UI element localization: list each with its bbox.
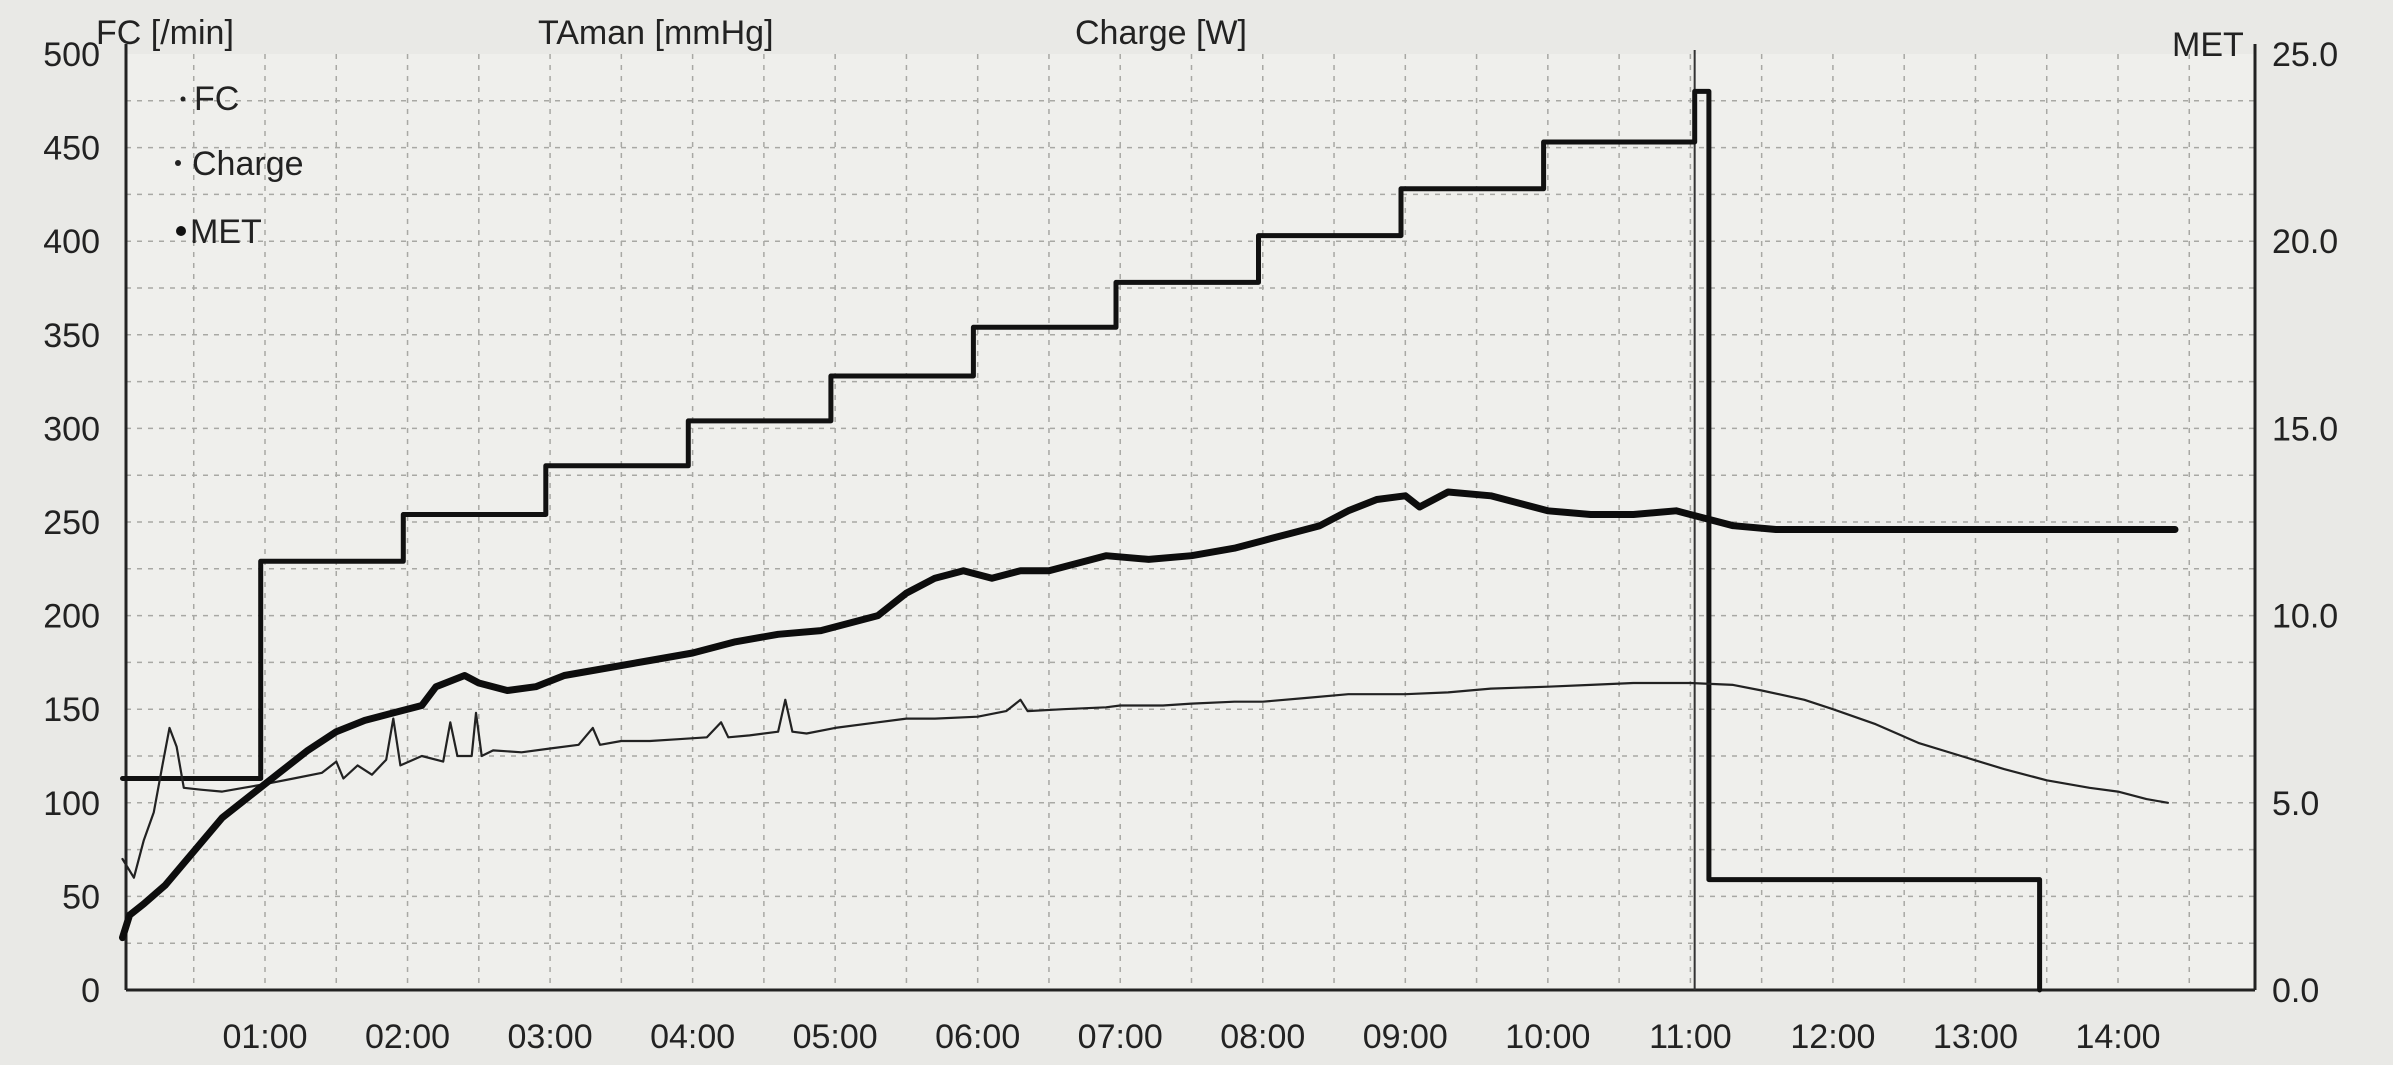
x-tick-label: 10:00: [1505, 1018, 1590, 1056]
left-tick-label: 450: [43, 130, 100, 168]
axes: [124, 44, 2257, 992]
left-axis-ticks: 0 50 100 150 200 250 300 350 400 450 500: [43, 36, 100, 1010]
x-tick-label: 14:00: [2075, 1018, 2160, 1056]
x-tick-label: 13:00: [1933, 1018, 2018, 1056]
series-met-line: [119, 488, 2179, 942]
left-tick-label: 300: [43, 410, 100, 448]
charge-header: Charge [W]: [1075, 14, 1247, 52]
x-axis-ticks: 01:00 02:00 03:00 04:00 05:00 06:00 07:00 08:00…: [222, 1018, 2160, 1056]
x-tick-label: 02:00: [365, 1018, 450, 1056]
x-tick-label: 07:00: [1078, 1018, 1163, 1056]
left-tick-label: 50: [62, 878, 100, 916]
left-tick-label: 350: [43, 317, 100, 355]
left-tick-label: 400: [43, 223, 100, 261]
series-lines: [119, 88, 2179, 993]
left-tick-label: 200: [43, 598, 100, 636]
legend-marker-met: [176, 226, 186, 236]
x-tick-label: 05:00: [793, 1018, 878, 1056]
x-tick-label: 08:00: [1220, 1018, 1305, 1056]
legend-label-charge: Charge: [192, 145, 304, 183]
left-tick-label: 500: [43, 36, 100, 74]
right-tick-label: 5.0: [2272, 785, 2319, 823]
x-tick-label: 11:00: [1649, 1018, 1732, 1056]
legend-marker-charge: [175, 160, 181, 166]
series-fc-line: [121, 681, 2169, 879]
right-tick-label: 10.0: [2272, 598, 2338, 636]
x-tick-label: 06:00: [935, 1018, 1020, 1056]
right-axis-ticks: 0.0 5.0 10.0 15.0 20.0 25.0: [2272, 36, 2338, 1010]
legend-marker-fc: [180, 96, 186, 102]
left-tick-label: 250: [43, 504, 100, 542]
x-tick-label: 04:00: [650, 1018, 735, 1056]
right-tick-label: 20.0: [2272, 223, 2338, 261]
legend: FC Charge MET: [175, 80, 304, 251]
legend-label-fc: FC: [194, 80, 239, 118]
grid: [126, 54, 2255, 990]
left-tick-label: 100: [43, 785, 100, 823]
left-tick-label: 0: [81, 972, 100, 1010]
right-tick-label: 15.0: [2272, 410, 2338, 448]
pressure-header: TAman [mmHg]: [538, 14, 774, 52]
x-tick-label: 09:00: [1363, 1018, 1448, 1056]
right-axis-title: MET: [2172, 26, 2244, 64]
right-tick-label: 0.0: [2272, 972, 2319, 1010]
legend-label-met: MET: [190, 213, 262, 251]
series-charge-line: [120, 88, 2043, 993]
left-axis-title: FC [/min]: [96, 14, 234, 52]
x-tick-label: 03:00: [508, 1018, 593, 1056]
right-tick-label: 25.0: [2272, 36, 2338, 74]
x-tick-label: 01:00: [222, 1018, 307, 1056]
x-tick-label: 12:00: [1790, 1018, 1875, 1056]
left-tick-label: 150: [43, 691, 100, 729]
